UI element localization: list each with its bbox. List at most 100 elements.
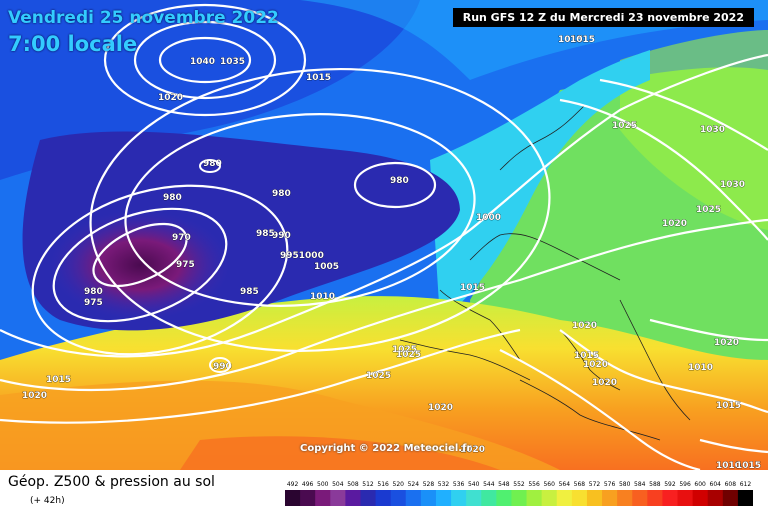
isobar-label: 1010 xyxy=(688,363,713,373)
scale-swatch xyxy=(345,490,361,506)
isobar-label: 980 xyxy=(272,189,291,199)
scale-label: 564 xyxy=(559,481,571,488)
isobar-label: 975 xyxy=(176,260,195,270)
isobar-label: 1025 xyxy=(366,371,391,381)
scale-label: 576 xyxy=(604,481,616,488)
isobar-label: 980 xyxy=(390,176,409,186)
isobar-label: 1015 xyxy=(570,35,595,45)
isobar-label: 1015 xyxy=(736,461,761,470)
isobar-label: 1015 xyxy=(460,283,485,293)
scale-label: 520 xyxy=(393,481,405,488)
scale-swatch xyxy=(527,490,543,506)
scale-swatch xyxy=(572,490,588,506)
isobar-label: 1040 xyxy=(190,57,215,67)
scale-label: 544 xyxy=(483,481,495,488)
scale-label: 496 xyxy=(302,481,314,488)
scale-swatch xyxy=(360,490,376,506)
scale-swatch xyxy=(693,490,709,506)
isobar-label: 1020 xyxy=(22,391,47,401)
scale-swatch xyxy=(602,490,618,506)
scale-label: 596 xyxy=(679,481,691,488)
isobar-label: 1020 xyxy=(592,378,617,388)
scale-swatch xyxy=(406,490,422,506)
scale-swatch xyxy=(451,490,467,506)
isobar-label: 1025 xyxy=(696,205,721,215)
scale-swatch xyxy=(315,490,331,506)
scale-label: 524 xyxy=(408,481,420,488)
scale-swatch xyxy=(481,490,497,506)
scale-label: 588 xyxy=(649,481,661,488)
isobar-label: 975 xyxy=(84,298,103,308)
scale-label: 504 xyxy=(332,481,344,488)
isobar-label: 1015 xyxy=(46,375,71,385)
scale-swatch xyxy=(330,490,346,506)
scale-label: 532 xyxy=(438,481,450,488)
scale-swatch xyxy=(632,490,648,506)
scale-label: 608 xyxy=(725,481,737,488)
scale-label: 492 xyxy=(287,481,299,488)
isobar-label: 1025 xyxy=(612,121,637,131)
scale-label: 580 xyxy=(619,481,631,488)
isobar-label: 1010 xyxy=(310,292,335,302)
scale-label: 612 xyxy=(740,481,752,488)
isobar-label: 1030 xyxy=(700,125,725,135)
scale-swatch xyxy=(587,490,603,506)
isobar-label: 1015 xyxy=(306,73,331,83)
forecast-time: 7:00 locale xyxy=(8,32,137,56)
scale-swatch xyxy=(285,490,301,506)
scale-label: 548 xyxy=(498,481,510,488)
scale-swatch xyxy=(678,490,694,506)
isobar-label: 1020 xyxy=(428,403,453,413)
isobar-label: 990 xyxy=(272,231,291,241)
isobar-label: 1020 xyxy=(583,360,608,370)
isobar-label: 980 xyxy=(163,193,182,203)
scale-swatch xyxy=(421,490,437,506)
scale-label: 592 xyxy=(664,481,676,488)
scale-swatch xyxy=(708,490,724,506)
isobar-label: 1020 xyxy=(158,93,183,103)
scale-label: 536 xyxy=(453,481,465,488)
isobar-label: 1035 xyxy=(220,57,245,67)
isobar-label: 970 xyxy=(172,233,191,243)
scale-label: 552 xyxy=(513,481,525,488)
scale-swatch xyxy=(300,490,316,506)
isobar-label: 1000 xyxy=(476,213,501,223)
isobar-label: 9951000 xyxy=(280,251,324,261)
legend-subtitle: (+ 42h) xyxy=(30,496,65,506)
scale-label: 500 xyxy=(317,481,329,488)
legend-title: Géop. Z500 & pression au sol xyxy=(8,474,215,490)
isobar-label: 1020 xyxy=(572,321,597,331)
isobar-label: 985 xyxy=(240,287,259,297)
isobar-label: 1030 xyxy=(720,180,745,190)
scale-label: 556 xyxy=(528,481,540,488)
scale-label: 604 xyxy=(710,481,722,488)
scale-swatch xyxy=(542,490,558,506)
scale-swatch xyxy=(466,490,482,506)
geopotential-map: 1020 1025 1040 1035 1015 1015 1015 1025 1030 1030… xyxy=(0,0,768,470)
scale-swatch xyxy=(647,490,663,506)
scale-label: 560 xyxy=(543,481,555,488)
isobar-label: 1005 xyxy=(314,262,339,272)
copyright-text: Copyright © 2022 Meteociel.fr xyxy=(300,443,471,454)
scale-swatch xyxy=(617,490,633,506)
isobar-label: 1025 xyxy=(396,350,421,360)
scale-swatch xyxy=(496,490,512,506)
scale-swatch xyxy=(723,490,739,506)
low-core-field xyxy=(50,210,230,320)
scale-label: 508 xyxy=(347,481,359,488)
scale-swatch xyxy=(738,490,753,506)
model-run-label: Run GFS 12 Z du Mercredi 23 novembre 202… xyxy=(453,8,754,27)
scale-swatch xyxy=(662,490,678,506)
forecast-date: Vendredi 25 novembre 2022 xyxy=(8,8,279,28)
scale-label: 512 xyxy=(362,481,374,488)
scale-swatch xyxy=(391,490,407,506)
scale-label: 584 xyxy=(634,481,646,488)
scale-label: 528 xyxy=(423,481,435,488)
isobar-label: 1015 xyxy=(716,401,741,411)
scale-swatch xyxy=(557,490,573,506)
scale-label: 516 xyxy=(377,481,389,488)
color-scale: 492 496 500 504 508 512 516 520 524 528 532 536 540 5… xyxy=(285,476,753,510)
isobar-label: 1020 xyxy=(662,219,687,229)
isobar-label: 985 xyxy=(256,229,275,239)
